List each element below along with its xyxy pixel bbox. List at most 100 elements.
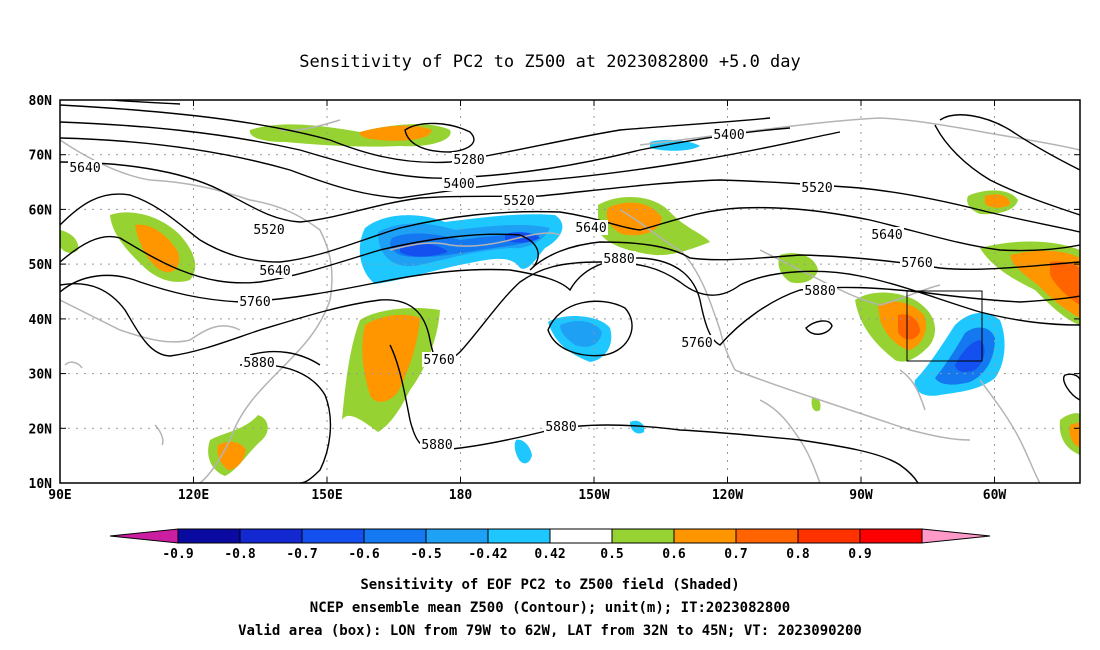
svg-text:5880: 5880	[545, 420, 576, 435]
svg-text:5520: 5520	[503, 194, 534, 209]
contour-label: 5760	[422, 352, 456, 368]
svg-text:5640: 5640	[259, 264, 290, 279]
longitude-labels: 90E 120E 150E 180 150W 120W 90W 60W	[48, 488, 1006, 503]
colorbar-label: 0.8	[786, 547, 810, 562]
svg-text:5760: 5760	[239, 295, 270, 310]
colorbar-low-triangle	[109, 528, 179, 544]
contour-label: 5640	[870, 227, 904, 243]
lat-label: 20N	[29, 422, 53, 437]
svg-text:5640: 5640	[871, 228, 902, 243]
colorbar-cell	[859, 528, 923, 544]
contour-label: 5880	[242, 355, 276, 371]
map-title: Sensitivity of PC2 to Z500 at 2023082800…	[299, 52, 801, 72]
lat-label: 70N	[29, 149, 53, 164]
colorbar-label: 0.6	[662, 547, 686, 562]
map-plot-area: 5280 5400 5400 5520 5520 5520 5640 5640 …	[60, 100, 1080, 483]
svg-text:5520: 5520	[253, 223, 284, 238]
svg-text:5400: 5400	[713, 128, 744, 143]
svg-text:5880: 5880	[804, 284, 835, 299]
positive-core	[135, 224, 180, 273]
contour-labels: 5280 5400 5400 5520 5520 5520 5640 5640 …	[68, 127, 934, 453]
lat-label: 30N	[29, 368, 53, 383]
contour-label: 5520	[800, 180, 834, 196]
svg-text:5760: 5760	[901, 256, 932, 271]
colorbar: -0.9 -0.8 -0.7 -0.6 -0.5 -0.42 0.42 0.5 0.6 0.7 0.…	[109, 528, 991, 562]
lon-label: 120E	[178, 488, 209, 503]
negative-peak	[955, 340, 985, 373]
caption-line-1: Sensitivity of EOF PC2 to Z500 field (Sh…	[360, 577, 739, 593]
contour-label: 5640	[574, 220, 608, 236]
colorbar-cell	[239, 528, 303, 544]
contour-label: 5760	[900, 255, 934, 271]
colorbar-label: -0.8	[224, 547, 255, 562]
negative-region	[514, 439, 532, 464]
lat-label: 50N	[29, 258, 53, 273]
colorbar-high-triangle	[921, 528, 991, 544]
colorbar-cell	[177, 528, 241, 544]
colorbar-cell	[797, 528, 861, 544]
map-frame	[59, 99, 1081, 484]
negative-region	[630, 420, 645, 434]
colorbar-label: 0.7	[724, 547, 747, 562]
positive-core	[359, 125, 432, 141]
contour-label: 5400	[712, 127, 746, 143]
positive-region	[811, 397, 821, 412]
contour-label: 5280	[452, 152, 486, 168]
contour-label: 5760	[680, 335, 714, 351]
colorbar-cell	[735, 528, 799, 544]
svg-text:5760: 5760	[681, 336, 712, 351]
valid-area-box	[906, 290, 983, 362]
contour-label: 5640	[258, 263, 292, 279]
colorbar-cell	[549, 528, 613, 544]
positive-region	[778, 253, 818, 284]
lon-label: 90W	[849, 488, 873, 503]
contour-label: 5880	[602, 251, 636, 267]
svg-text:5760: 5760	[423, 353, 454, 368]
colorbar-cell	[673, 528, 737, 544]
lat-label: 60N	[29, 203, 53, 218]
svg-text:5640: 5640	[575, 221, 606, 236]
lat-label: 10N	[29, 477, 53, 492]
svg-text:5880: 5880	[421, 438, 452, 453]
positive-peak	[898, 314, 920, 340]
colorbar-label: -0.7	[286, 547, 317, 562]
contour-label: 5880	[544, 419, 578, 435]
lat-label: 40N	[29, 313, 53, 328]
colorbar-label: 0.42	[534, 547, 565, 562]
colorbar-cell	[363, 528, 427, 544]
latitude-labels: 80N 70N 60N 50N 40N 30N 20N 10N	[29, 94, 53, 492]
caption-line-3: Valid area (box): LON from 79W to 62W, L…	[238, 623, 862, 639]
positive-core	[985, 194, 1010, 208]
svg-text:5640: 5640	[69, 161, 100, 176]
negative-peak	[400, 242, 448, 257]
svg-text:5520: 5520	[801, 181, 832, 196]
contour-label: 5760	[238, 294, 272, 310]
caption-line-2: NCEP ensemble mean Z500 (Contour); unit(…	[310, 600, 790, 616]
colorbar-label: 0.9	[848, 547, 871, 562]
colorbar-label: 0.5	[600, 547, 623, 562]
axis-ticks	[59, 99, 1080, 484]
contour-label: 5520	[252, 222, 286, 238]
colorbar-cell	[487, 528, 551, 544]
contour-label: 5880	[803, 283, 837, 299]
lon-label: 120W	[712, 488, 743, 503]
colorbar-cells	[177, 528, 923, 544]
positive-core	[362, 314, 420, 402]
colorbar-label: -0.6	[348, 547, 379, 562]
contour-label: 5400	[442, 176, 476, 192]
positive-region	[60, 230, 79, 253]
colorbar-cell	[425, 528, 489, 544]
svg-text:5880: 5880	[603, 252, 634, 267]
positive-peak	[1050, 261, 1080, 305]
svg-text:5880: 5880	[243, 356, 274, 371]
colorbar-label: -0.9	[162, 547, 193, 562]
lon-label: 60W	[983, 488, 1007, 503]
caption: Sensitivity of EOF PC2 to Z500 field (Sh…	[238, 577, 862, 639]
lon-label: 180	[449, 488, 473, 503]
lon-label: 90E	[48, 488, 71, 503]
colorbar-cell	[301, 528, 365, 544]
contour-label: 5640	[68, 160, 102, 176]
lon-label: 150E	[311, 488, 342, 503]
svg-text:5280: 5280	[453, 153, 484, 168]
